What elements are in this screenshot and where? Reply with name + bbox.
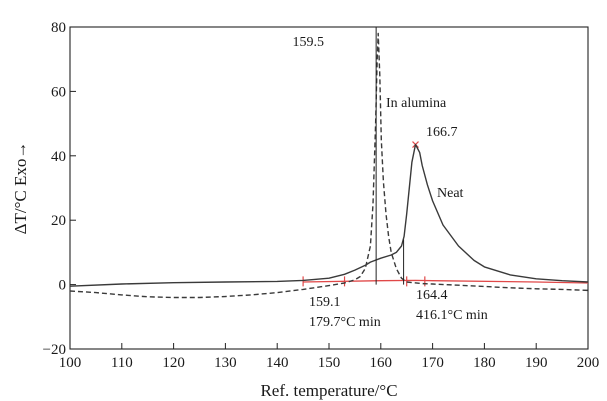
labels: Ref. temperature/°C ΔT/°C Exo→ 159.5 In … — [11, 35, 488, 400]
y-tick-label: 40 — [51, 149, 66, 165]
y-tick-label: 60 — [51, 84, 66, 100]
y-tick-label: 0 — [59, 278, 67, 294]
axis-ticks: 100 110 120 130 140 150 160 170 180 190 200 −20 0 20 4… — [43, 20, 600, 371]
x-tick-label: 100 — [59, 355, 82, 371]
x-tick-label: 130 — [214, 355, 237, 371]
series-line-neat — [69, 143, 589, 287]
x-tick-label: 140 — [266, 355, 289, 371]
onset-alumina-label: 159.1 — [309, 295, 341, 310]
x-tick-label: 150 — [318, 355, 341, 371]
y-tick-label: 20 — [51, 213, 66, 229]
series-label-alumina: In alumina — [386, 96, 447, 111]
x-tick-label: 160 — [370, 355, 393, 371]
rate-neat-label: 416.1°C min — [416, 308, 488, 323]
series-label-neat: Neat — [437, 186, 464, 201]
y-tick-label: 80 — [51, 20, 66, 36]
x-tick-label: 190 — [525, 355, 548, 371]
rate-alumina-label: 179.7°C min — [309, 315, 381, 330]
onset-neat-label: 164.4 — [416, 288, 448, 303]
series — [69, 32, 589, 299]
y-axis-title: ΔT/°C Exo→ — [11, 142, 30, 235]
y-tick-label: −20 — [43, 342, 66, 358]
x-tick-label: 110 — [111, 355, 133, 371]
x-tick-label: 180 — [473, 355, 496, 371]
x-tick-label: 200 — [577, 355, 600, 371]
peak-neat-label: 166.7 — [426, 125, 458, 140]
x-tick-label: 120 — [162, 355, 185, 371]
series-line-in-alumina — [69, 32, 589, 299]
x-tick-label: 170 — [421, 355, 444, 371]
peak-alumina-label: 159.5 — [293, 35, 325, 50]
baseline-red-line — [303, 279, 589, 284]
vertical-markers — [375, 27, 405, 285]
x-axis-title: Ref. temperature/°C — [260, 381, 397, 400]
